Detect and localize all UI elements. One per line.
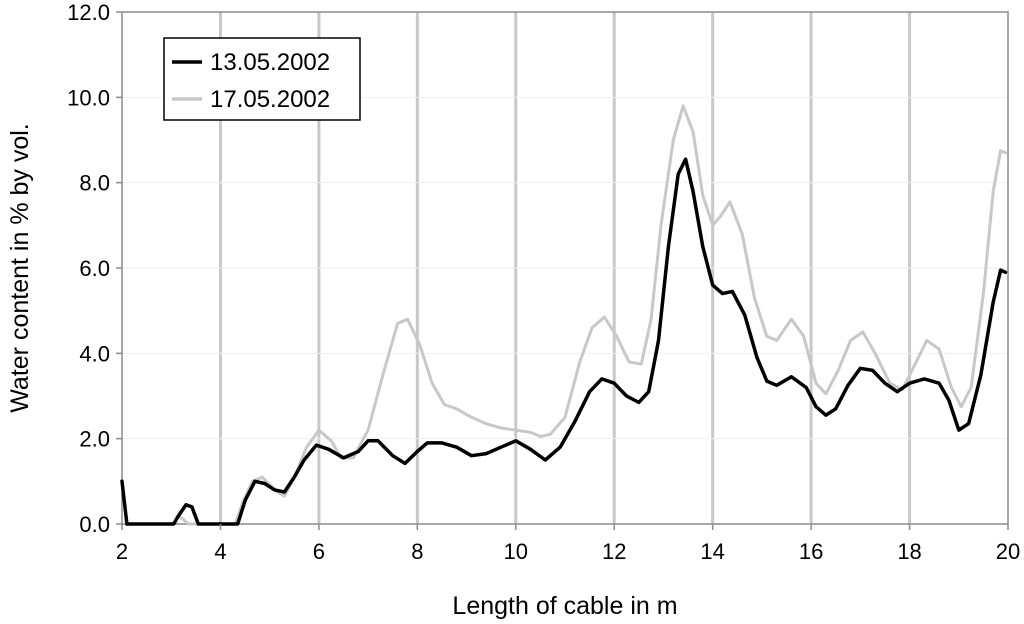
x-tick-label: 16	[799, 539, 823, 564]
x-tick-label: 18	[897, 539, 921, 564]
y-tick-label: 4.0	[79, 341, 110, 366]
horizontal-gridlines	[122, 96, 1008, 440]
series-line-2	[172, 104, 1007, 526]
x-tick-label: 4	[214, 539, 226, 564]
legend-box	[163, 37, 361, 121]
y-tick-label: 8.0	[79, 171, 110, 196]
x-tick-label: 2	[116, 539, 128, 564]
x-axis-tick-labels: 2 4 6 8 10 12 14 16 18 20	[116, 524, 1020, 564]
y-tick-label: 12.0	[67, 0, 110, 25]
legend: 13.05.2002 17.05.2002	[163, 37, 361, 121]
y-tick-label: 0.0	[79, 512, 110, 537]
x-tick-label: 14	[700, 539, 724, 564]
x-tick-label: 12	[602, 539, 626, 564]
x-tick-label: 10	[504, 539, 528, 564]
series-layer	[120, 104, 1008, 526]
legend-label-2: 17.05.2002	[210, 86, 330, 113]
series-line-1	[120, 157, 1008, 526]
x-tick-label: 6	[313, 539, 325, 564]
y-tick-label: 2.0	[79, 427, 110, 452]
x-tick-label: 8	[411, 539, 423, 564]
x-axis-label: Length of cable in m	[452, 592, 677, 620]
x-tick-label: 20	[996, 539, 1020, 564]
y-tick-label: 10.0	[67, 85, 110, 110]
y-axis-label: Water content in % by vol.	[6, 123, 34, 412]
y-axis-tick-labels: 0.0 2.0 4.0 6.0 8.0 10.0 12.0	[67, 0, 122, 537]
y-tick-label: 6.0	[79, 256, 110, 281]
legend-label-1: 13.05.2002	[210, 49, 330, 76]
